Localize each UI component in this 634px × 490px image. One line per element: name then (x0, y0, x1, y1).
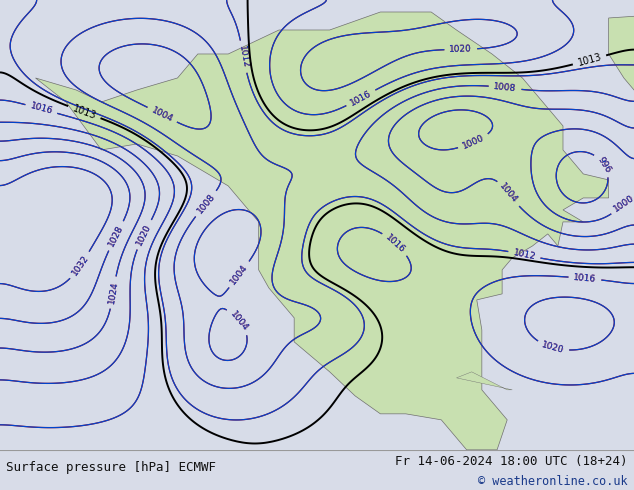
Text: 1020: 1020 (135, 222, 153, 247)
Text: 1028: 1028 (107, 223, 125, 248)
Text: 1012: 1012 (512, 248, 536, 262)
Text: 1020: 1020 (135, 222, 153, 247)
Text: 1016: 1016 (384, 233, 407, 255)
Text: 1008: 1008 (195, 192, 217, 216)
Text: 1020: 1020 (541, 340, 565, 355)
Text: 996: 996 (595, 155, 612, 174)
Text: 1008: 1008 (493, 82, 517, 93)
Polygon shape (609, 6, 634, 114)
Text: 1000: 1000 (612, 194, 634, 214)
Text: 1012: 1012 (512, 248, 536, 262)
Text: 1000: 1000 (461, 133, 486, 151)
Text: 1028: 1028 (107, 223, 125, 248)
Text: 1004: 1004 (229, 263, 250, 286)
Polygon shape (456, 372, 512, 390)
Text: 1016: 1016 (29, 101, 54, 116)
Text: 1004: 1004 (150, 105, 174, 124)
Text: © weatheronline.co.uk: © weatheronline.co.uk (478, 475, 628, 488)
Text: 1004: 1004 (150, 105, 174, 124)
Polygon shape (36, 12, 609, 450)
Text: 1004: 1004 (498, 182, 519, 205)
Text: 1016: 1016 (573, 273, 597, 284)
Text: 1020: 1020 (450, 45, 472, 54)
Text: 1016: 1016 (384, 233, 407, 255)
Text: 1004: 1004 (498, 182, 519, 205)
Text: 1000: 1000 (461, 133, 486, 151)
Text: 1008: 1008 (195, 192, 217, 216)
Text: 1013: 1013 (576, 52, 603, 68)
Text: 1004: 1004 (228, 309, 250, 333)
Text: 1004: 1004 (229, 263, 250, 286)
Text: 1013: 1013 (71, 103, 98, 121)
Text: Fr 14-06-2024 18:00 UTC (18+24): Fr 14-06-2024 18:00 UTC (18+24) (395, 455, 628, 467)
Text: 1024: 1024 (107, 281, 120, 305)
Text: 1016: 1016 (573, 273, 597, 284)
Text: 1024: 1024 (107, 281, 120, 305)
Text: 996: 996 (595, 155, 612, 174)
Text: 1004: 1004 (228, 309, 250, 333)
Text: 1032: 1032 (70, 253, 91, 277)
Text: 1016: 1016 (349, 89, 373, 107)
Text: 1020: 1020 (450, 45, 472, 54)
Text: 1032: 1032 (70, 253, 91, 277)
Text: 1012: 1012 (237, 45, 250, 69)
Text: 1016: 1016 (29, 101, 54, 116)
Text: 1008: 1008 (493, 82, 517, 93)
Text: Surface pressure [hPa] ECMWF: Surface pressure [hPa] ECMWF (6, 462, 216, 474)
Text: 1000: 1000 (612, 194, 634, 214)
Text: 1012: 1012 (237, 45, 250, 69)
Text: 1020: 1020 (541, 340, 565, 355)
Text: 1016: 1016 (349, 89, 373, 107)
